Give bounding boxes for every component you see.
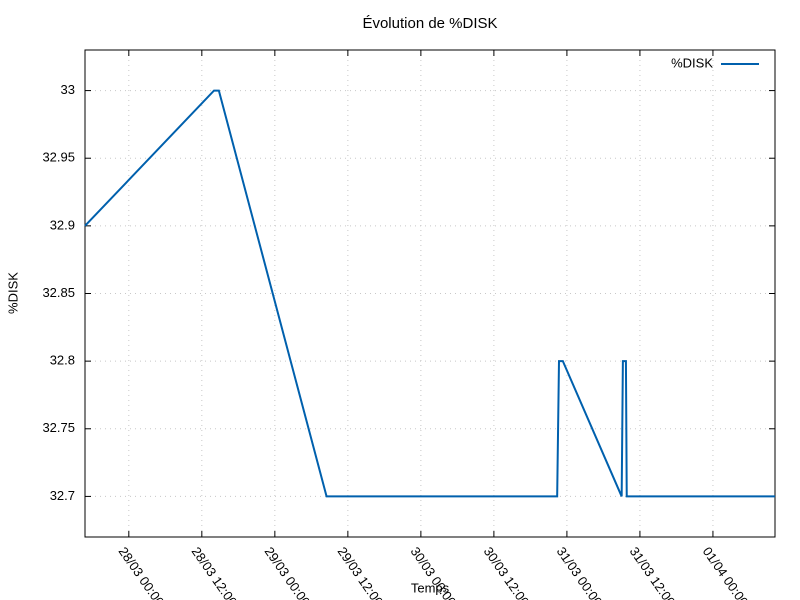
y-tick-label: 32.75 bbox=[42, 420, 75, 435]
legend-label: %DISK bbox=[671, 55, 713, 70]
y-tick-label: 32.9 bbox=[50, 217, 75, 232]
plot-frame bbox=[84, 49, 776, 538]
y-tick-label: 33 bbox=[61, 82, 75, 97]
y-tick-label: 32.8 bbox=[50, 353, 75, 368]
y-tick-label: 32.7 bbox=[50, 488, 75, 503]
y-axis-label: %DISK bbox=[5, 272, 20, 314]
chart-title: Évolution de %DISK bbox=[362, 15, 497, 32]
y-tick-label: 32.85 bbox=[42, 285, 75, 300]
y-tick-label: 32.95 bbox=[42, 150, 75, 165]
data-line bbox=[84, 89, 775, 498]
x-axis-label: Temps bbox=[411, 580, 450, 595]
